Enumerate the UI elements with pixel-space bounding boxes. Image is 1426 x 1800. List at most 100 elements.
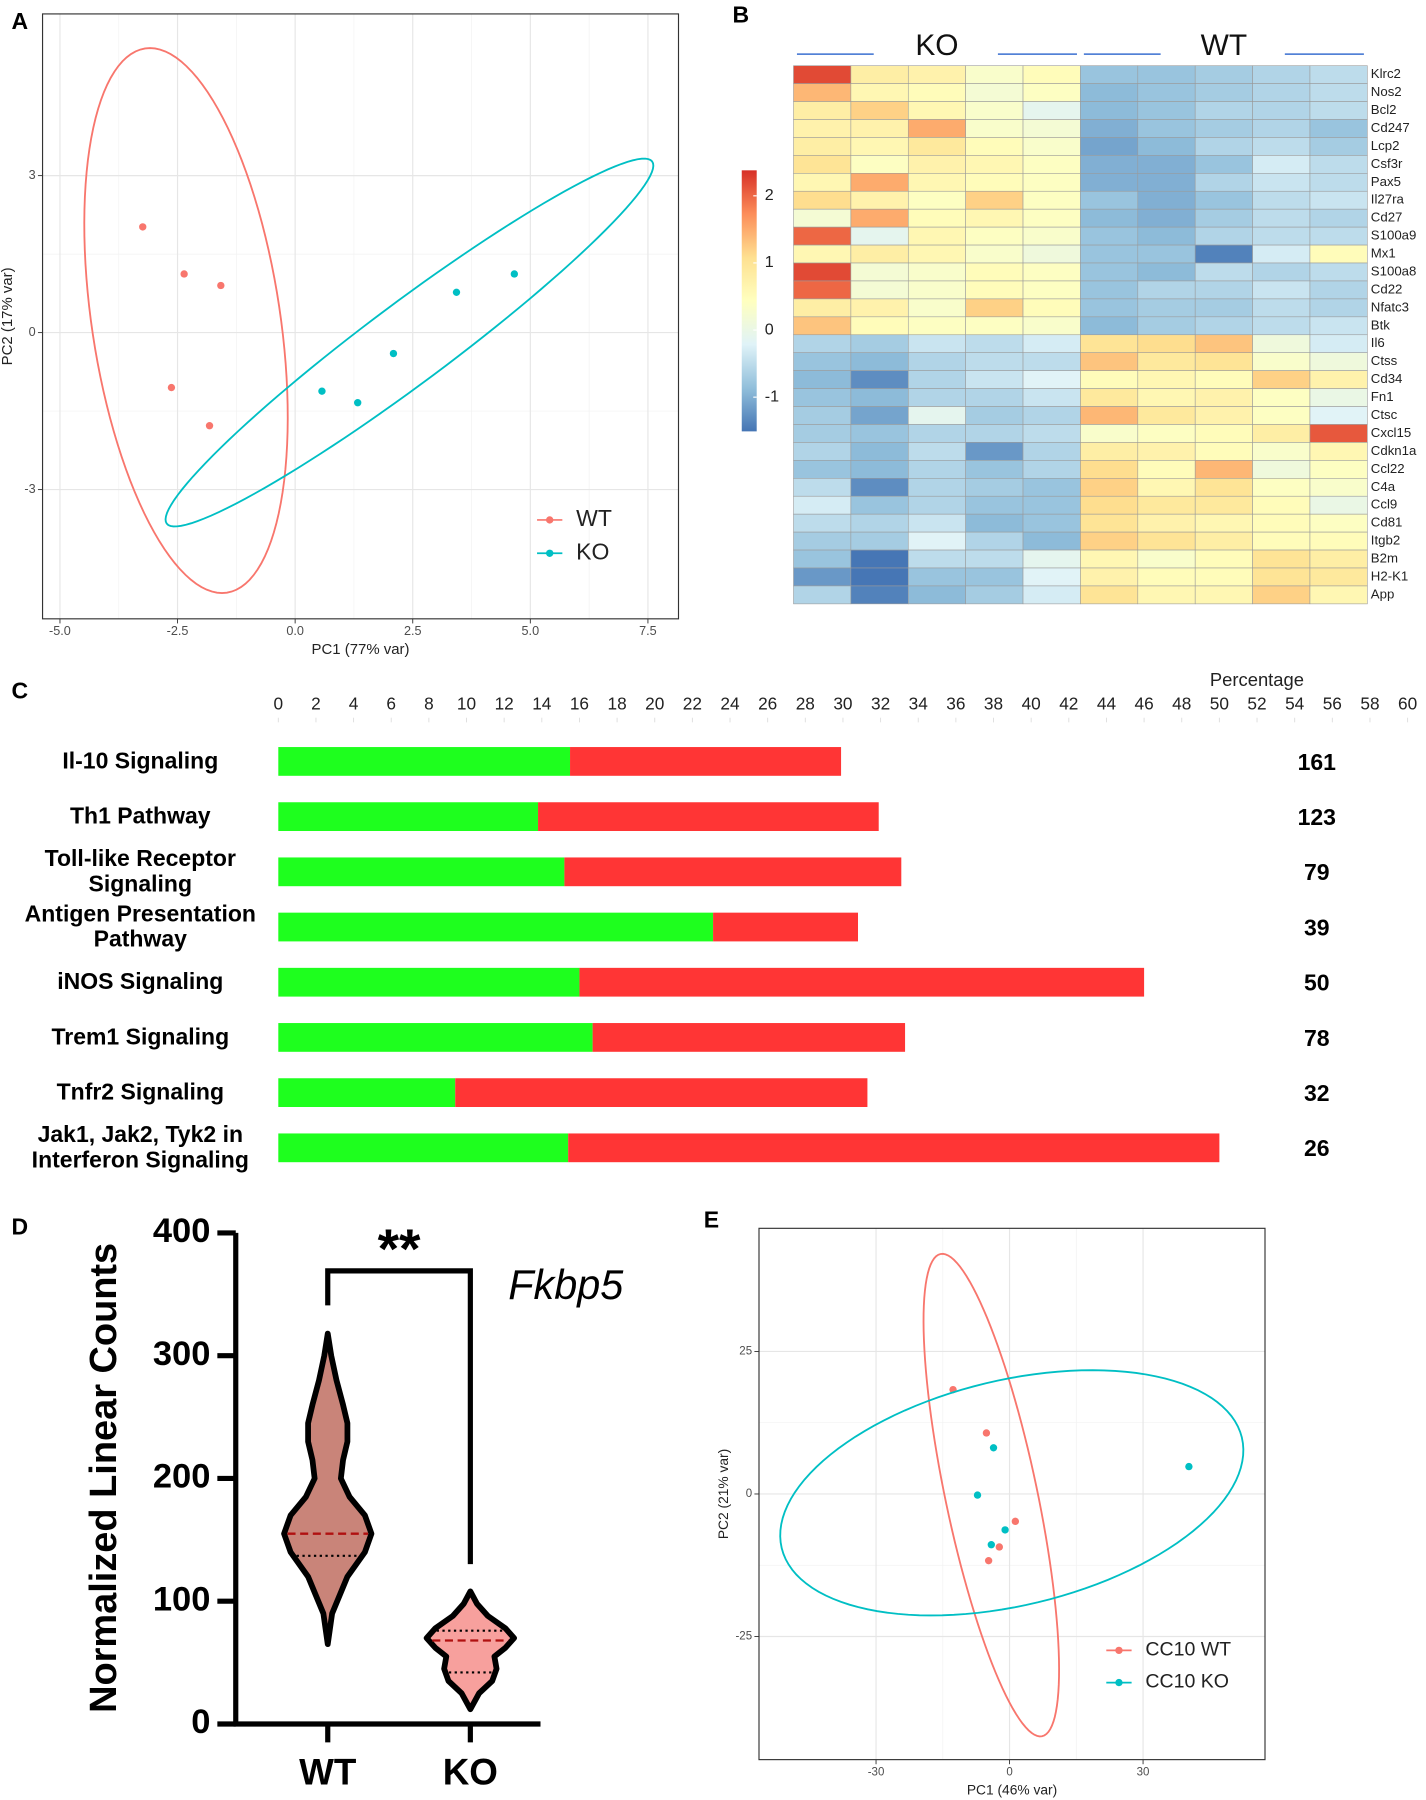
heatmap-cell (1022, 567, 1081, 587)
point (452, 288, 461, 296)
heatmap-cell (1022, 460, 1081, 479)
heatmap-cell (1137, 83, 1196, 102)
point (318, 387, 326, 395)
x-tick-label: KO (443, 1751, 498, 1792)
category-label-box: Jak1, Jak2, Tyk2 in Interferon Signaling (32, 1123, 249, 1174)
heatmap-cell (850, 101, 909, 120)
heatmap-cell (1137, 208, 1196, 228)
heatmap-cell (1309, 513, 1368, 533)
x-tick-label: 0.0 (286, 624, 304, 638)
bar-segment (278, 912, 714, 942)
row-label: Ccl22 (1371, 461, 1405, 476)
heatmap-cell (1252, 478, 1311, 497)
heatmap-cell (793, 370, 852, 389)
heatmap-cell (965, 316, 1024, 336)
x-tick-label: 2 (311, 694, 321, 714)
heatmap-cell (1137, 549, 1196, 569)
row-label: Cd22 (1371, 281, 1403, 296)
heatmap-cell (850, 119, 909, 138)
x-tick-label: -2.5 (167, 624, 189, 638)
row-label: Btk (1371, 317, 1390, 332)
heatmap-cell (907, 478, 966, 497)
x-tick-label: WT (299, 1751, 357, 1792)
heatmap-cell (850, 316, 909, 336)
heatmap-cell (793, 406, 852, 425)
legend-key-point (546, 516, 554, 524)
heatmap-cell (1194, 495, 1253, 515)
heatmap-cell (965, 567, 1024, 587)
heatmap-cell (1309, 155, 1368, 174)
heatmap-cell (1137, 495, 1196, 515)
x-tick-label: -5.0 (49, 624, 71, 638)
x-tick-label: 6 (386, 694, 396, 714)
ellipse (922, 1252, 1061, 1738)
heatmap-cell (1194, 65, 1253, 84)
heatmap-cell (1137, 513, 1196, 533)
row-label: Ctss (1371, 353, 1398, 368)
heatmap-cell (850, 262, 909, 282)
bar-segment (278, 802, 539, 831)
heatmap-cell (793, 208, 852, 228)
heatmap-cell (965, 406, 1024, 425)
heatmap-cell (1137, 190, 1196, 210)
heatmap-cell (793, 513, 852, 533)
heatmap-cell (1137, 173, 1196, 192)
heatmap-cell (1137, 65, 1196, 84)
heatmap-cell (793, 244, 852, 264)
row-label: Cdkn1a (1371, 443, 1417, 458)
point (982, 1429, 991, 1437)
category-label-box: Antigen Presentation Pathway (25, 902, 256, 953)
colorbar-label: 2 (765, 186, 774, 204)
heatmap-cell (907, 101, 966, 120)
heatmap-cell (1194, 406, 1253, 425)
heatmap-cell (1309, 190, 1368, 210)
heatmap-cell (793, 262, 852, 282)
heatmap-cell (1080, 208, 1139, 228)
heatmap-cell (1194, 244, 1253, 264)
category-label-box: Trem1 Signaling (51, 1025, 229, 1050)
x-tick-label: 42 (1059, 694, 1078, 714)
heatmap-cell (793, 298, 852, 318)
heatmap-cell (1137, 280, 1196, 300)
heatmap-cell (907, 406, 966, 425)
heatmap-cell (1252, 173, 1311, 192)
count-label: 161 (1298, 749, 1337, 775)
x-axis-title: Percentage (1210, 669, 1304, 690)
heatmap-cell (907, 280, 966, 300)
heatmap-cell (907, 298, 966, 318)
heatmap-cell (907, 513, 966, 533)
heatmap-cell (1252, 334, 1311, 354)
heatmap-cell (1080, 567, 1139, 587)
bar-segment (278, 1023, 593, 1052)
y-tick-label: -25 (735, 1631, 752, 1643)
y-tick-label: 300 (153, 1335, 211, 1373)
heatmap-cell (1080, 585, 1139, 605)
heatmap-cell (1022, 155, 1081, 174)
heatmap-cell (793, 442, 852, 461)
heatmap-cell (1309, 549, 1368, 569)
heatmap-cell (1137, 406, 1196, 425)
heatmap-cell (1252, 442, 1311, 461)
heatmap-cell (907, 460, 966, 479)
heatmap-cell (1194, 388, 1253, 407)
row-label: Nfatc3 (1371, 299, 1409, 314)
heatmap-cell (1137, 585, 1196, 605)
heatmap-cell (1252, 119, 1311, 138)
heatmap-cell (965, 334, 1024, 354)
heatmap-cell (1022, 585, 1081, 605)
y-tick-label: 0 (191, 1703, 210, 1741)
panel-letter: B (733, 1, 750, 27)
y-tick-label: 3 (29, 168, 36, 182)
x-tick-label: 16 (570, 694, 589, 714)
heatmap-cell (1252, 262, 1311, 282)
heatmap-cell (1252, 406, 1311, 425)
x-tick-label: 5.0 (522, 624, 540, 638)
heatmap-cell (850, 531, 909, 551)
heatmap-cell (850, 460, 909, 479)
heatmap-cell (793, 65, 852, 84)
x-tick-label: 24 (720, 694, 740, 714)
point (510, 270, 519, 278)
heatmap-cell (793, 280, 852, 300)
heatmap-cell (907, 83, 966, 102)
violin (423, 1588, 517, 1713)
